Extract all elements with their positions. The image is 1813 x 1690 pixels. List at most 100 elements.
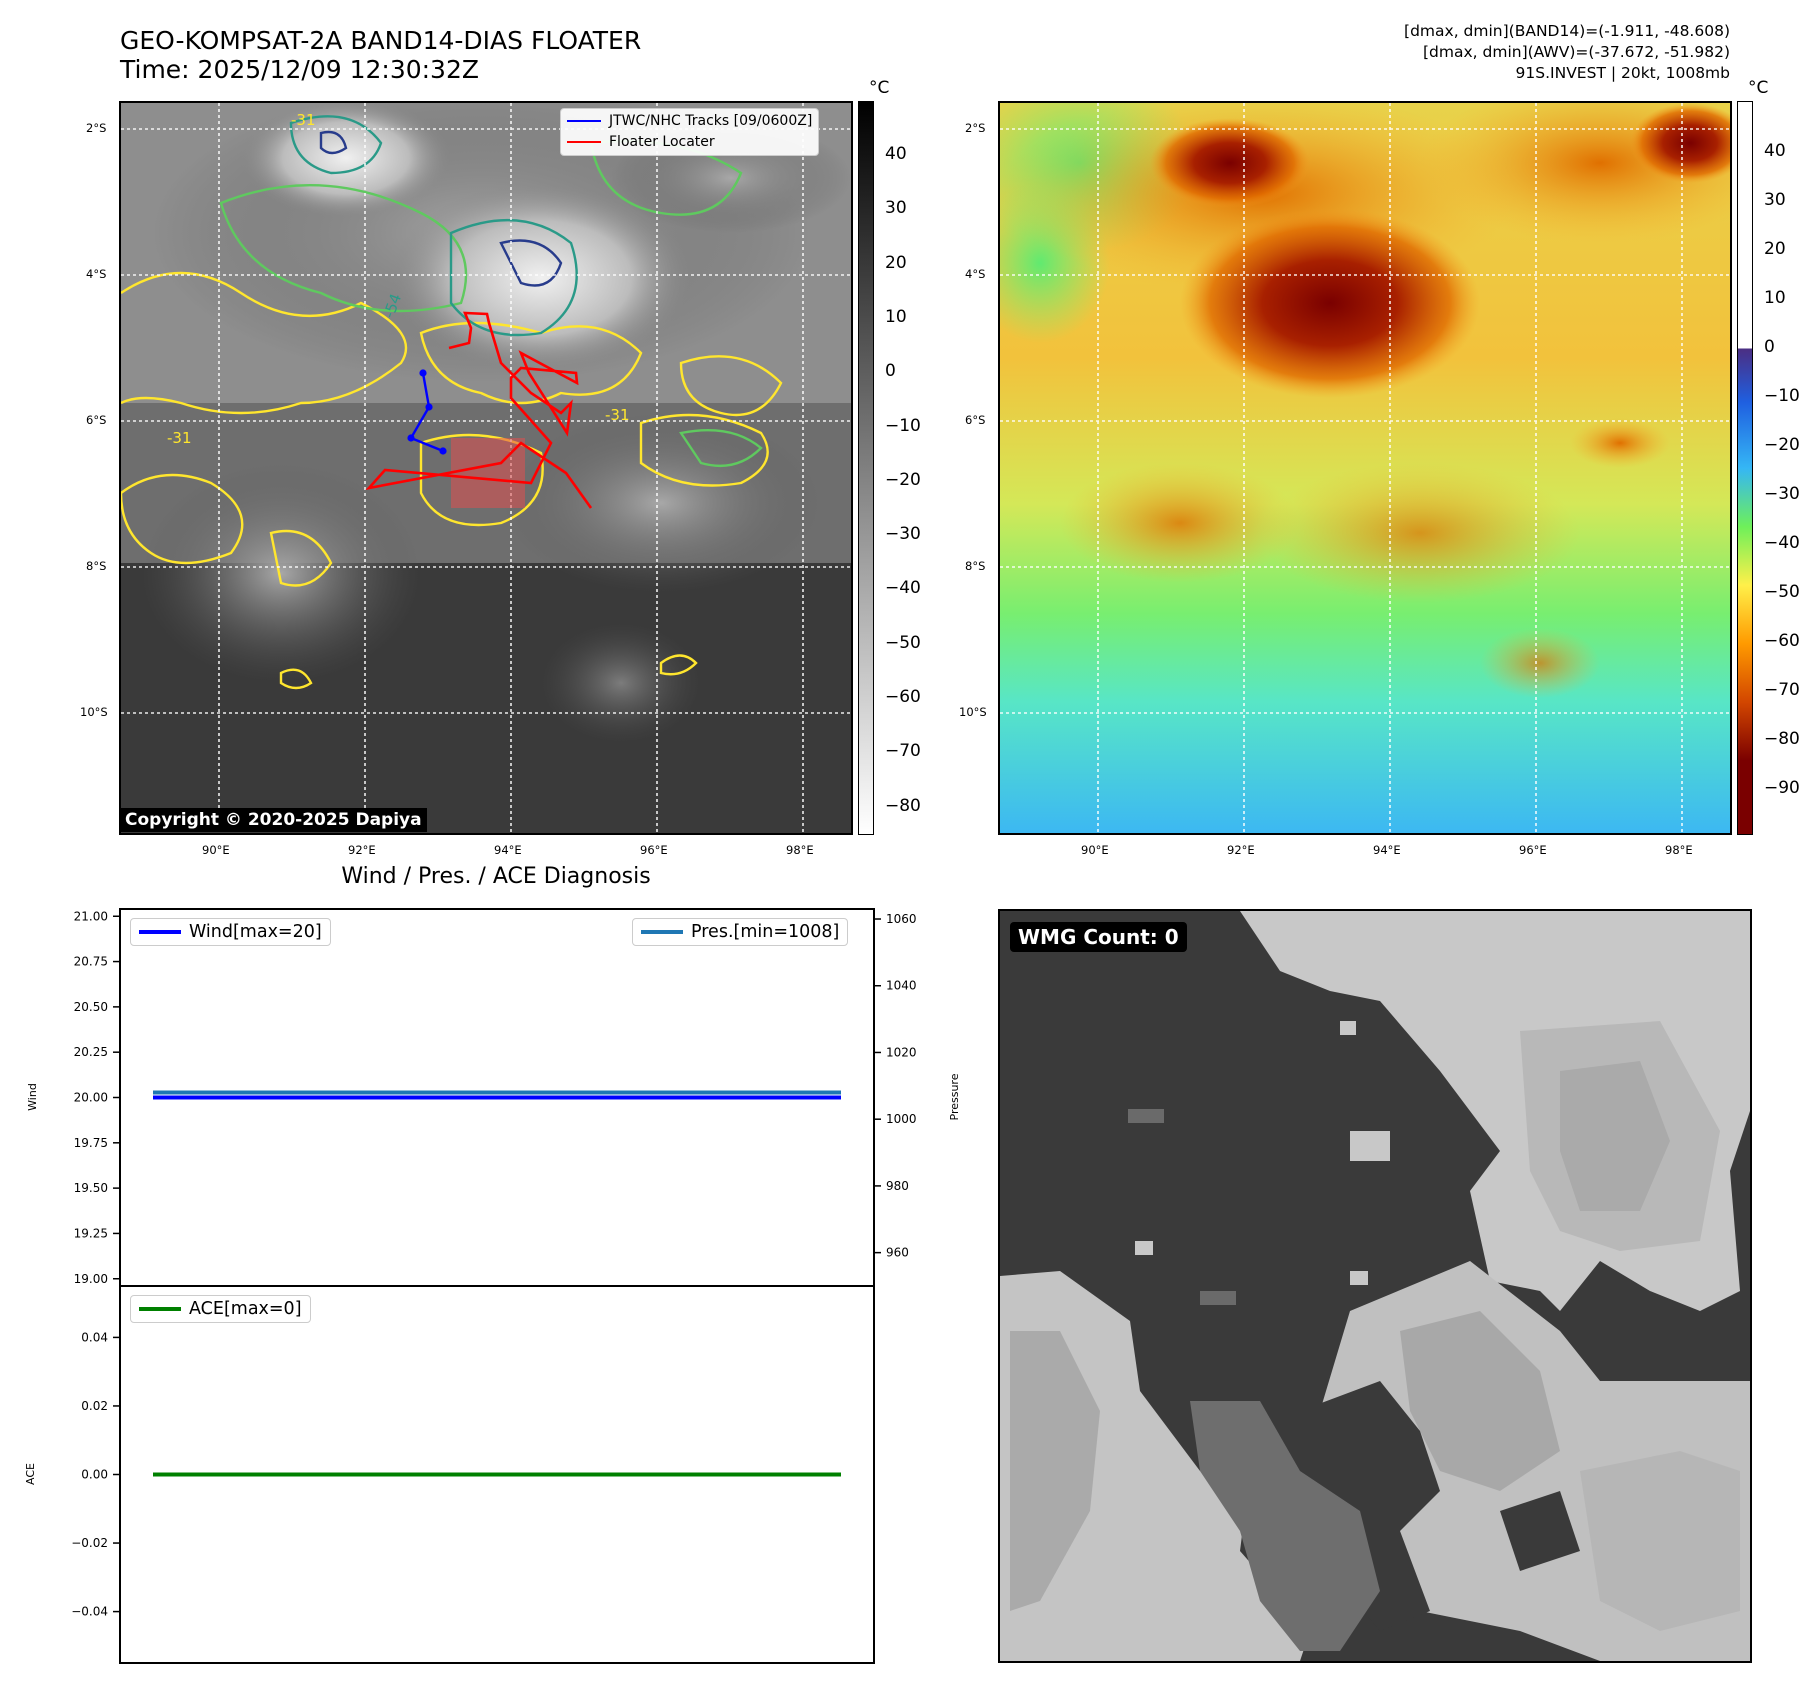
pressure-axis-label: Pressure [948,1073,961,1120]
chart-title-line1: GEO-KOMPSAT-2A BAND14-DIAS FLOATER [120,26,642,55]
ir-satellite-map: -31 -31 -31 -54 [119,101,853,835]
ir-colorbar-tick-label: −10 [885,415,921,436]
ir-lat-label: 6°S [86,413,107,427]
ir-lat-label: 2°S [86,121,107,135]
legend-pressure: Pres.[min=1008] [632,918,849,946]
wv-colorbar [1737,101,1753,835]
legend-pressure-swatch [641,930,683,934]
wv-lon-label: 92°E [1227,843,1255,857]
wv-colorbar-tick-label: −20 [1764,435,1800,455]
ir-colorbar-tick-label: 20 [885,252,907,273]
ir-colorbar-tick-label: −80 [885,795,921,816]
wv-lon-label: 94°E [1373,843,1401,857]
wv-colorbar-tick-label: 20 [1764,239,1786,259]
wv-lat-label: 8°S [965,559,986,573]
wmg-map [998,909,1752,1663]
legend-ace: ACE[max=0] [130,1295,311,1323]
info-line2: [dmax, dmin](AWV)=(-37.672, -51.982) [1423,43,1730,61]
jtwc-track [407,369,447,455]
wv-colorbar-tick-label: −50 [1764,582,1800,602]
ir-colorbar-tick-label: 30 [885,198,907,219]
wmg-image [1000,911,1750,1661]
legend-entry-floater: Floater Locater [567,132,812,153]
ir-lat-label: 8°S [86,559,107,573]
contour-label-31: -31 [291,111,316,129]
wv-lat-label: 2°S [965,121,986,135]
wv-lat-label: 4°S [965,267,986,281]
wv-colorbar-tick-label: −90 [1764,778,1800,798]
wv-colorbar-tick-label: −70 [1764,680,1800,700]
wind-tick-label: 19.00 [74,1272,108,1286]
ir-lon-label: 96°E [640,843,668,857]
wv-lat-label: 6°S [965,413,986,427]
wv-lon-label: 98°E [1665,843,1693,857]
legend-track-swatch [567,120,601,122]
ace-tick-label: 0.02 [81,1399,108,1413]
ir-lon-label: 98°E [786,843,814,857]
wv-colorbar-tick-label: −10 [1764,386,1800,406]
wind-axis-ticks: 21.00 20.75 20.50 20.25 20.00 19.75 19.50 19.25… [74,909,120,1286]
ace-axis-ticks: 0.04 0.02 0.00 −0.02 −0.04 [71,1330,120,1619]
floater-locater-line [365,311,593,509]
wv-colorbar-tick-label: 30 [1764,190,1786,210]
wv-map-image [1000,103,1730,833]
ace-tick-label: −0.02 [71,1536,108,1550]
ir-colorbar-tick-label: −20 [885,469,921,490]
ir-colorbar-tick-label: −50 [885,632,921,653]
wind-tick-label: 21.00 [74,909,108,923]
ir-lat-label: 4°S [86,267,107,281]
info-line1: [dmax, dmin](BAND14)=(-1.911, -48.608) [1404,22,1730,40]
ir-map-image: -31 -31 -31 -54 [121,103,851,833]
wv-colorbar-tick-label: −80 [1764,729,1800,749]
ir-colorbar-tick-label: −60 [885,687,921,707]
copyright-label: Copyright © 2020-2025 Dapiya [120,808,427,832]
legend-ace-swatch [139,1307,181,1311]
wv-colorbar-tick-label: −60 [1764,631,1800,651]
pressure-tick-label: 1000 [886,1112,917,1126]
ir-colorbar-tick-label: −30 [885,524,921,545]
ir-colorbar-tick-label: −40 [885,578,921,599]
series-layer [153,1090,841,1477]
wmg-count-badge: WMG Count: 0 [1010,922,1187,952]
wind-tick-label: 20.00 [74,1091,108,1105]
wv-lon-label: 96°E [1519,843,1547,857]
wv-colorbar-tick-label: 0 [1764,337,1775,357]
ir-colorbar-tick-label: 40 [885,144,907,164]
wind-tick-label: 20.25 [74,1045,108,1059]
ir-lon-label: 90°E [202,843,230,857]
ir-colorbar-unit: °C [869,78,890,98]
wv-colorbar-tick-label: −40 [1764,533,1800,553]
pressure-tick-label: 1040 [886,979,917,993]
ir-colorbar-tick-label: 10 [885,306,907,327]
ace-tick-label: 0.00 [81,1468,108,1482]
pressure-tick-label: 960 [886,1246,909,1260]
pressure-tick-label: 1060 [886,912,917,926]
wind-axis-label: Wind [26,1083,39,1111]
ace-tick-label: 0.04 [81,1330,108,1344]
ir-lat-label: 10°S [80,705,108,719]
diagnosis-title: Wind / Pres. / ACE Diagnosis [341,864,651,889]
wv-colorbar-tick-label: 40 [1764,141,1786,161]
wv-colorbar-tick-label: 10 [1764,288,1786,308]
wv-colorbar-tick-label: −30 [1764,484,1800,504]
wv-lat-label: 10°S [959,705,987,719]
pressure-tick-label: 1020 [886,1045,917,1059]
ir-colorbar [858,101,874,835]
ir-legend: JTWC/NHC Tracks [09/0600Z] Floater Locat… [560,108,820,156]
wind-tick-label: 19.75 [74,1136,108,1150]
legend-wind-swatch [139,930,181,934]
wind-tick-label: 19.25 [74,1226,108,1240]
chart-title-line2: Time: 2025/12/09 12:30:32Z [120,55,479,84]
wv-colorbar-unit: °C [1748,78,1769,98]
ir-colorbar-tick-label: 0 [885,361,896,382]
legend-entry-track: JTWC/NHC Tracks [09/0600Z] [567,111,812,132]
contour-label-31-c: -31 [167,429,192,447]
ace-axis-label: ACE [24,1463,37,1485]
ace-tick-label: −0.04 [71,1605,108,1619]
legend-wind: Wind[max=20] [130,918,331,946]
wv-satellite-map [998,101,1732,835]
wind-tick-label: 20.50 [74,1000,108,1014]
wv-lon-label: 90°E [1081,843,1109,857]
ir-lon-label: 94°E [494,843,522,857]
legend-floater-swatch [567,141,601,143]
